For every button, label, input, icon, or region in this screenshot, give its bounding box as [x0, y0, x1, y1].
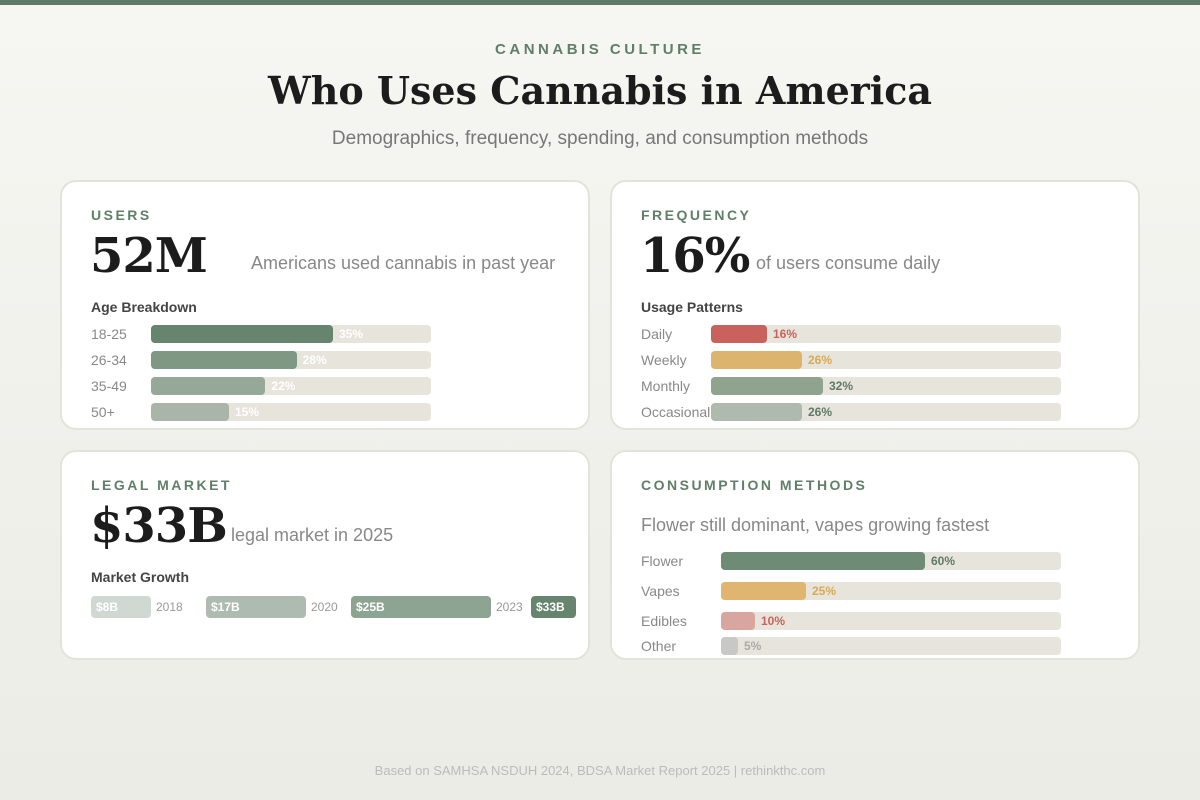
bar-row: 50+ 15%: [91, 403, 561, 421]
chart-subtitle: Market Growth: [91, 569, 190, 585]
bar-value-label: 60%: [931, 554, 956, 568]
bar-category-label: Flower: [641, 553, 684, 569]
bar-track: 26%: [711, 351, 1061, 369]
bar-row: 18-25 35%: [91, 325, 561, 343]
bar-row: Other 5%: [641, 637, 1111, 655]
users-card: USERS 52M Americans used cannabis in pas…: [60, 180, 590, 430]
frequency-stat: 16%: [640, 228, 750, 284]
bar-category-label: Vapes: [641, 583, 680, 599]
bar-track: 16%: [711, 325, 1061, 343]
bar-row: Monthly 32%: [641, 377, 1111, 395]
users-stat: 52M: [90, 228, 208, 284]
bar-track: 25%: [721, 582, 1061, 600]
bar-track: 28%: [151, 351, 431, 369]
chart-subtitle: Age Breakdown: [91, 299, 197, 315]
bar-value-label: 15%: [235, 405, 260, 419]
bar-category-label: Daily: [641, 326, 673, 342]
bar-category-label: 26-34: [91, 352, 127, 368]
frequency-desc: of users consume daily: [756, 253, 941, 273]
bar: [711, 377, 823, 395]
top-accent-bar: [0, 0, 1200, 5]
bar: [151, 403, 229, 421]
bar-track: 60%: [721, 552, 1061, 570]
bar-category-label: Edibles: [641, 613, 687, 629]
bar-row: 35-49 22%: [91, 377, 561, 395]
bar-track: 22%: [151, 377, 431, 395]
card-label: LEGAL MARKET: [91, 477, 232, 493]
bar-track: 26%: [711, 403, 1061, 421]
bar-category-label: Occasional: [641, 404, 711, 420]
bar-track: 35%: [151, 325, 431, 343]
bar-row: Daily 16%: [641, 325, 1111, 343]
bar: [711, 351, 802, 369]
bar: [721, 637, 738, 655]
bar: $33B: [531, 596, 576, 618]
year-label: 2018: [156, 600, 183, 614]
chart-subtitle: Usage Patterns: [641, 299, 743, 315]
bar: $8B: [91, 596, 151, 618]
bar: $17B: [206, 596, 306, 618]
bar-value-label: 32%: [829, 379, 854, 393]
bar-category-label: Monthly: [641, 378, 691, 394]
page-subtitle: Demographics, frequency, spending, and c…: [331, 128, 869, 149]
bar-track: 5%: [721, 637, 1061, 655]
year-label: 2023: [496, 600, 523, 614]
bar-row: Vapes 25%: [641, 582, 1111, 600]
kicker: CANNABIS CULTURE: [495, 41, 705, 58]
card-label: CONSUMPTION METHODS: [641, 477, 868, 493]
bar: $25B: [351, 596, 491, 618]
bar-row: Edibles 10%: [641, 612, 1111, 630]
bar-category-label: 18-25: [91, 326, 127, 342]
bar-track: 32%: [711, 377, 1061, 395]
source-footer: Based on SAMHSA NSDUH 2024, BDSA Market …: [374, 763, 826, 778]
bar-value-label: 26%: [808, 405, 833, 419]
frequency-card: FREQUENCY 16% of users consume daily Usa…: [610, 180, 1140, 430]
bar-row: Occasional 26%: [641, 403, 1111, 421]
bar-value-label: 22%: [271, 379, 296, 393]
bar-value-label: 28%: [302, 353, 327, 367]
bar: [151, 351, 297, 369]
bar: [151, 377, 266, 395]
methods-card: CONSUMPTION METHODS Flower still dominan…: [610, 450, 1140, 660]
bar-category-label: 50+: [91, 404, 115, 420]
bar: [711, 325, 767, 343]
bar-category-label: Weekly: [641, 352, 687, 368]
users-desc: Americans used cannabis in past year: [251, 253, 556, 273]
bar-row: Flower 60%: [641, 552, 1111, 570]
page-title: Who Uses Cannabis in America: [268, 68, 932, 113]
bar: [151, 325, 333, 343]
bar: [711, 403, 802, 421]
bar-row: 26-34 28%: [91, 351, 561, 369]
bar-value-label: 26%: [808, 353, 833, 367]
bar-value-label: 25%: [812, 584, 837, 598]
bar-value-label: 35%: [339, 327, 364, 341]
bar-value-label: 16%: [773, 327, 798, 341]
bar: [721, 582, 806, 600]
bar-track: 15%: [151, 403, 431, 421]
card-label: USERS: [91, 207, 152, 223]
methods-desc: Flower still dominant, vapes growing fas…: [641, 515, 990, 535]
bar-row: Weekly 26%: [641, 351, 1111, 369]
bar: [721, 552, 925, 570]
market-desc: legal market in 2025: [231, 525, 394, 545]
bar-value-label: 5%: [744, 639, 762, 653]
bar-value-label: 10%: [761, 614, 786, 628]
bar-category-label: 35-49: [91, 378, 127, 394]
market-stat: $33B: [90, 498, 228, 554]
card-label: FREQUENCY: [641, 207, 752, 223]
bar-category-label: Other: [641, 638, 677, 654]
bar: [721, 612, 755, 630]
year-label: 2020: [311, 600, 338, 614]
market-card: LEGAL MARKET $33B legal market in 2025 M…: [60, 450, 590, 660]
bar-track: 10%: [721, 612, 1061, 630]
